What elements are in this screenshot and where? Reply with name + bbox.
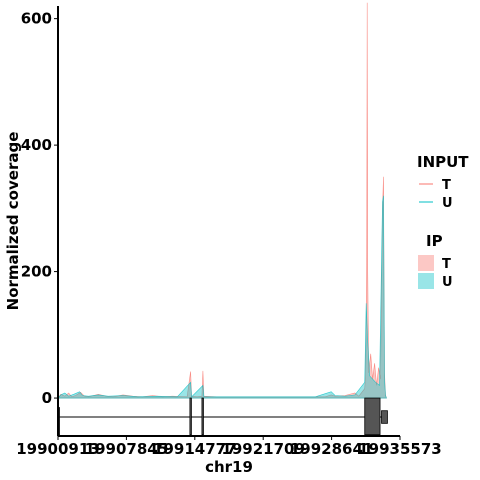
plot-area bbox=[57, 2, 388, 436]
legend-input-title: INPUT bbox=[417, 153, 469, 171]
x-axis-title: chr19 bbox=[205, 458, 253, 476]
y-tick-label: 600 bbox=[21, 10, 52, 28]
coverage-area-ip-u bbox=[57, 195, 387, 399]
legend-ip-t-key bbox=[418, 255, 434, 271]
y-tick-label: 400 bbox=[21, 136, 52, 154]
x-tick-label: 19921709 bbox=[221, 440, 305, 458]
x-tick-label: 19935573 bbox=[358, 440, 442, 458]
coverage-area-ip-t bbox=[57, 2, 387, 399]
legend-input-t-label: T bbox=[442, 178, 451, 193]
x-tick-label: 19900913 bbox=[16, 440, 100, 458]
legend-input-u-label: U bbox=[442, 196, 453, 211]
gene-exon-4 bbox=[364, 397, 381, 436]
x-tick-label: 19907845 bbox=[85, 440, 169, 458]
gene-exon-2 bbox=[189, 397, 192, 436]
legend-ip-title: IP bbox=[426, 232, 443, 250]
y-axis-title: Normalized coverage bbox=[4, 132, 22, 311]
y-tick-label: 0 bbox=[42, 389, 52, 407]
gene-exon-3 bbox=[201, 397, 204, 436]
legend-ip-u-label: U bbox=[442, 275, 453, 290]
x-tick-label: 19914777 bbox=[153, 440, 237, 458]
legend-ip-u-key bbox=[418, 273, 434, 289]
y-tick-label: 200 bbox=[21, 263, 52, 281]
legend-ip-t-label: T bbox=[442, 257, 451, 272]
gene-exon-5 bbox=[381, 410, 388, 424]
legend: INPUT T U IP T U bbox=[417, 153, 469, 290]
axes bbox=[54, 6, 401, 440]
x-tick-label: 19928641 bbox=[290, 440, 374, 458]
tick-labels: 0 200 400 600 199009131990784519914777199217… bbox=[16, 10, 442, 458]
